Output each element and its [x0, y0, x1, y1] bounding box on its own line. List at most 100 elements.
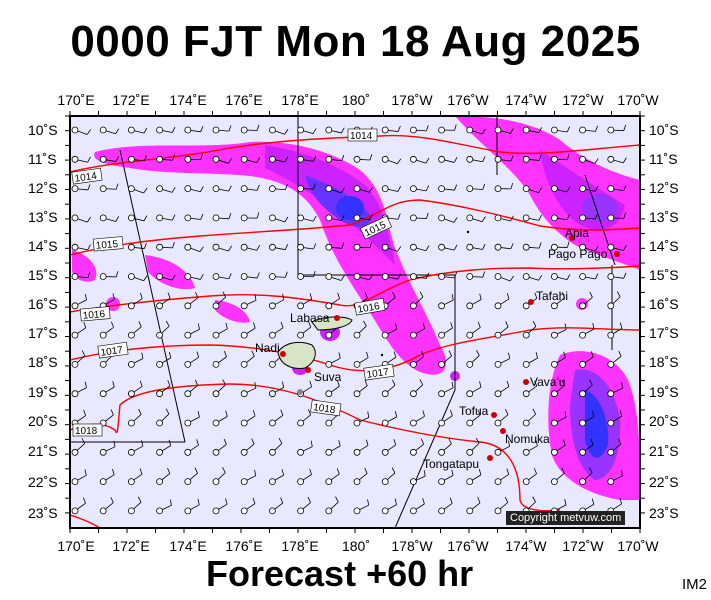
- wind-station: [184, 273, 192, 280]
- wind-station: [409, 126, 417, 134]
- wind-station: [579, 448, 586, 456]
- wind-station: [438, 507, 446, 515]
- wind-barb-flag: [592, 323, 595, 330]
- isobar-label: 1018: [312, 402, 336, 416]
- wind-station: [240, 507, 248, 515]
- wind-barb-flag: [365, 439, 369, 446]
- wind-station: [353, 243, 361, 251]
- rain-area: [455, 116, 640, 270]
- wind-barb-flag: [115, 183, 119, 190]
- place-label: Tafahi: [536, 289, 568, 303]
- wind-station: [438, 155, 446, 163]
- isobar-label: 1014: [74, 171, 98, 185]
- wind-station: [184, 478, 192, 486]
- wind-barb-flag: [505, 409, 509, 415]
- wind-station: [268, 126, 276, 134]
- wind-barb-flag: [110, 497, 114, 503]
- wind-barb-flag: [280, 409, 284, 416]
- wind-barb-flag: [453, 217, 458, 223]
- image-code: IM2: [681, 576, 707, 593]
- wind-barb-flag: [143, 127, 148, 134]
- wind-station: [212, 243, 220, 251]
- rain-area: [106, 297, 120, 311]
- wind-station: [212, 360, 220, 368]
- wind-station: [494, 390, 502, 398]
- isobar-label: 1015: [95, 239, 119, 252]
- wind-barb-flag: [482, 243, 486, 250]
- wind-barb-flag: [567, 241, 570, 248]
- axis-ticks: [65, 111, 645, 533]
- rain-area: [215, 300, 250, 323]
- wind-station: [579, 126, 586, 134]
- wind-station: [353, 331, 361, 339]
- wind-barb-flag: [341, 242, 345, 249]
- isobar: [70, 383, 561, 512]
- wind-station: [240, 390, 248, 398]
- fiji-islands: [277, 230, 470, 395]
- wind-barb-flag: [200, 186, 204, 192]
- wind-barb-flag: [532, 496, 536, 503]
- wind-station: [409, 185, 417, 193]
- wind-barb-flag: [620, 469, 623, 476]
- wind-station: [71, 448, 79, 456]
- wind-station: [381, 243, 389, 251]
- wind-barb-flag: [309, 380, 313, 387]
- wind-station: [212, 155, 220, 163]
- lon-label: 172˚E: [112, 92, 150, 108]
- lon-label: 176˚E: [225, 538, 263, 554]
- wind-station: [127, 273, 135, 280]
- wind-station: [99, 214, 107, 222]
- island: [380, 353, 384, 357]
- wind-station: [438, 478, 446, 486]
- wind-station: [297, 448, 305, 456]
- wind-barb-flag: [228, 185, 232, 192]
- wind-barb-flag: [425, 245, 430, 251]
- wind-station: [607, 155, 615, 163]
- wind-station: [156, 390, 164, 398]
- wind-barb-flag: [450, 409, 453, 416]
- wind-barb-flag: [165, 320, 170, 327]
- wind-barb-flag: [621, 382, 623, 389]
- wind-barb-flag: [310, 440, 313, 447]
- lat-label: 16˚S: [28, 296, 58, 312]
- lon-label: 174˚E: [169, 538, 207, 554]
- wind-station: [353, 478, 361, 486]
- wind-station: [184, 214, 192, 222]
- lat-label: 14˚S: [649, 238, 679, 254]
- wind-station: [71, 155, 79, 163]
- wind-barb-flag: [280, 497, 284, 504]
- wind-station: [212, 448, 220, 456]
- wind-barb-flag: [454, 272, 458, 279]
- wind-station: [99, 155, 107, 163]
- wind-station: [353, 419, 361, 427]
- place-label: Pago Pago: [548, 247, 608, 261]
- wind-station: [551, 243, 558, 251]
- wind-barb-flag: [425, 185, 430, 192]
- isobar-label: 1017: [366, 367, 390, 381]
- wind-station: [99, 507, 107, 515]
- wind-station: [240, 243, 248, 251]
- lon-label: 170˚W: [617, 538, 659, 554]
- wind-barb-flag: [309, 293, 313, 300]
- wind-station: [71, 243, 79, 251]
- wind-barb-flag: [143, 215, 148, 222]
- wind-barb-flag: [393, 439, 397, 445]
- wind-barb-flag: [590, 351, 594, 358]
- wind-station: [297, 302, 305, 310]
- wind-station: [438, 185, 446, 193]
- wind-barb-flag: [589, 291, 593, 298]
- wind-station: [494, 155, 502, 163]
- wind-barb-flag: [200, 273, 204, 280]
- wind-barb-flag: [87, 184, 91, 191]
- wind-station: [494, 214, 502, 222]
- wind-barb-flag: [172, 126, 176, 133]
- wind-barb-flag: [506, 293, 510, 300]
- wind-station: [99, 448, 107, 456]
- wind-barb-flag: [141, 352, 144, 359]
- wind-station: [325, 507, 333, 515]
- wind-station: [438, 126, 446, 134]
- wind-barb-flag: [256, 244, 261, 251]
- wind-station: [325, 390, 333, 398]
- lat-label: 20˚S: [649, 413, 679, 429]
- wind-barb-flag: [312, 215, 317, 222]
